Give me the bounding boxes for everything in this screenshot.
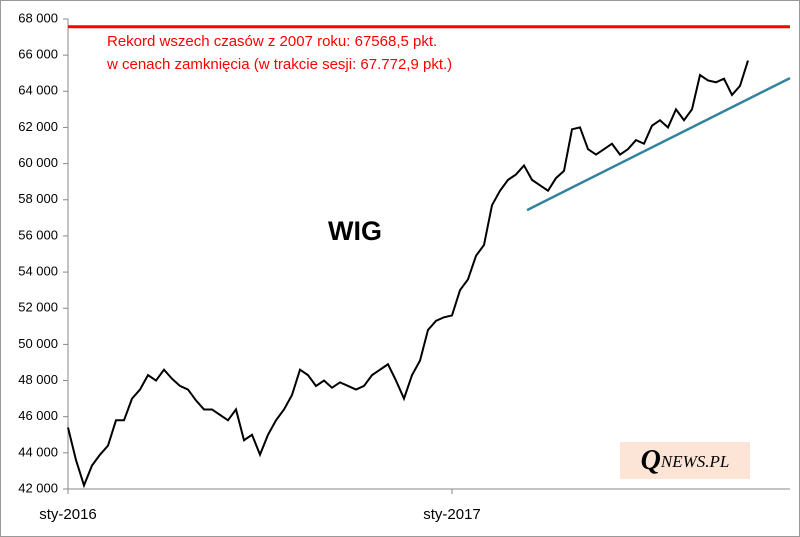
y-tick-label: 68 000 — [18, 10, 58, 25]
logo-pl: .PL — [705, 452, 729, 471]
y-tick-label: 58 000 — [18, 191, 58, 206]
annotation: Rekord wszech czasów z 2007 roku: 67568,… — [107, 33, 437, 50]
annotation: w cenach zamknięcia (w trakcie sesji: 67… — [106, 56, 452, 73]
y-tick-label: 42 000 — [18, 480, 58, 495]
chart-title: WIG — [328, 216, 382, 246]
logo: QNEWS.PL — [641, 445, 730, 476]
x-tick-label: sty-2017 — [423, 506, 481, 523]
y-tick-label: 46 000 — [18, 408, 58, 423]
logo-box — [620, 442, 750, 479]
y-tick-label: 54 000 — [18, 264, 58, 279]
y-tick-label: 50 000 — [18, 336, 58, 351]
y-tick-label: 60 000 — [18, 155, 58, 170]
trend-line — [526, 76, 791, 212]
y-tick-label: 62 000 — [18, 119, 58, 134]
y-tick-label: 64 000 — [18, 83, 58, 98]
logo-q: Q — [641, 445, 661, 476]
y-tick-label: 48 000 — [18, 372, 58, 387]
logo-news: NEWS — [660, 452, 706, 471]
y-tick-label: 66 000 — [18, 47, 58, 62]
y-tick-label: 52 000 — [18, 300, 58, 315]
y-tick-label: 56 000 — [18, 227, 58, 242]
x-tick-label: sty-2016 — [39, 506, 97, 523]
y-tick-label: 44 000 — [18, 444, 58, 459]
data-line — [67, 60, 749, 489]
